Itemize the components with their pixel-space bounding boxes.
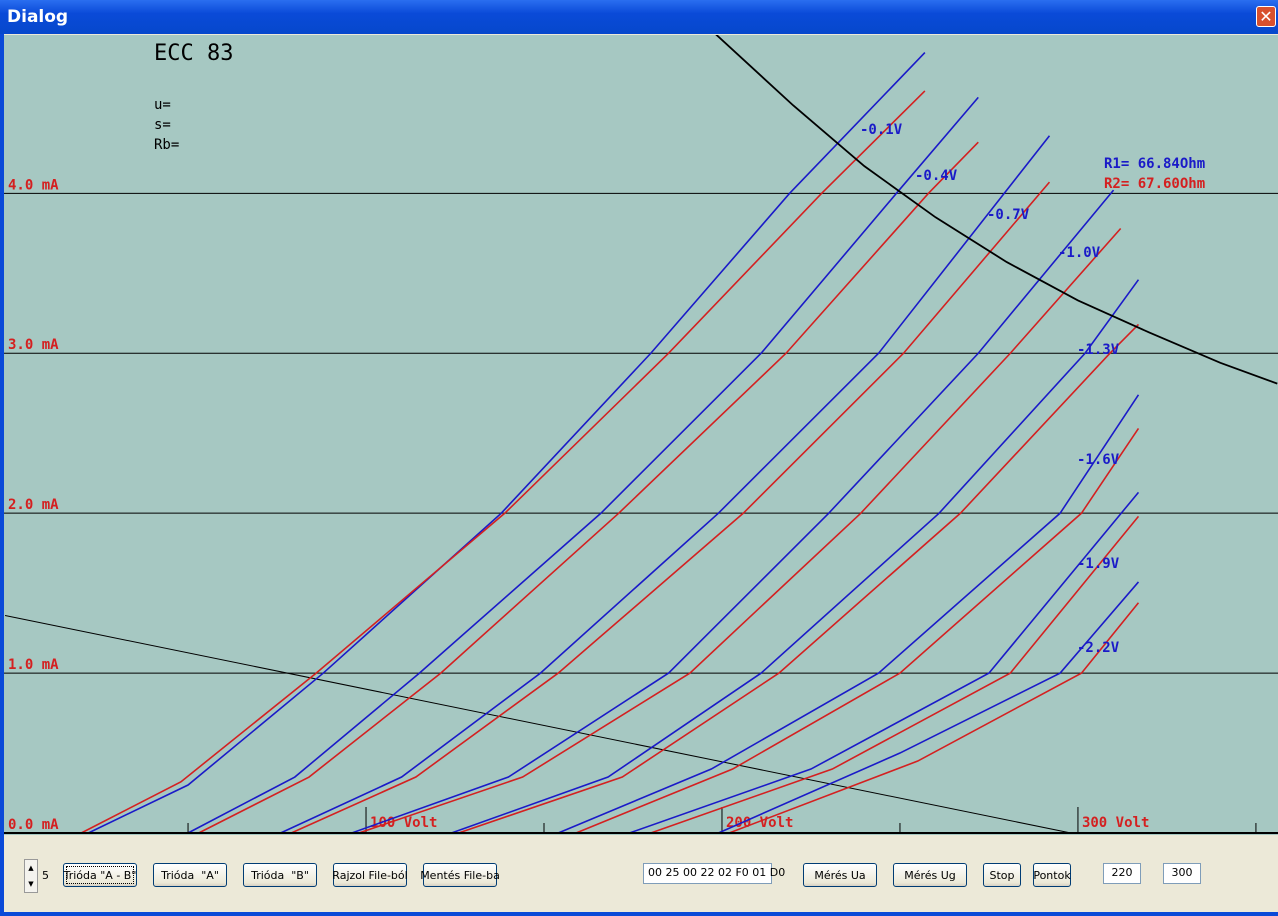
x-tick-label: 100 Volt xyxy=(370,815,437,831)
text-input[interactable]: 220 xyxy=(1103,863,1141,884)
x-tick-label: 300 Volt xyxy=(1082,815,1149,831)
button[interactable]: Mérés Ua xyxy=(803,863,877,887)
button[interactable]: Rajzol File-ból xyxy=(332,863,408,887)
chart: 0.0 mA 1.0 mA 2.0 mA 3.0 mA 4.0 mA 100 Volt 20… xyxy=(4,35,1278,835)
y-tick-label: 4.0 mA xyxy=(8,177,59,193)
curve-label: -0.4V xyxy=(915,168,958,184)
hex-field[interactable]: 00 25 00 22 02 F0 01 D0 xyxy=(643,863,785,884)
power-curve xyxy=(715,35,1278,385)
curve xyxy=(351,189,1115,834)
curve xyxy=(280,135,1051,834)
curve-label: -1.9V xyxy=(1077,556,1120,572)
text-input[interactable]: 300 xyxy=(1163,863,1201,884)
annotation: R2= 67.60Ohm xyxy=(1104,176,1205,192)
curve-label: -0.1V xyxy=(860,122,903,138)
window-title: Dialog xyxy=(7,7,69,27)
load-line xyxy=(4,615,1071,834)
curve xyxy=(629,491,1140,834)
curve-label: -1.3V xyxy=(1077,342,1120,358)
x-tick-label: 200 Volt xyxy=(726,815,793,831)
curve xyxy=(728,602,1140,834)
button[interactable]: Trióda "A" xyxy=(153,863,227,887)
curve xyxy=(198,141,979,834)
button[interactable]: Mérés Ug xyxy=(893,863,967,887)
y-tick-label: 2.0 mA xyxy=(8,497,59,513)
button[interactable]: Trióda "A - B" xyxy=(63,863,137,887)
annotation: R1= 66.84Ohm xyxy=(1104,156,1205,172)
curve xyxy=(557,394,1140,834)
button[interactable]: Trióda "B" xyxy=(243,863,317,887)
y-tick-label: 0.0 mA xyxy=(8,817,59,833)
curve xyxy=(187,96,979,834)
curve xyxy=(718,581,1140,834)
curve xyxy=(458,323,1140,834)
button[interactable]: Stop xyxy=(983,863,1021,887)
param-label: u= xyxy=(154,97,171,113)
curve xyxy=(80,90,926,834)
close-button[interactable]: ✕ xyxy=(1256,6,1276,27)
curve xyxy=(290,181,1051,834)
spinner-value: 5 xyxy=(42,869,49,882)
curve xyxy=(575,427,1140,834)
button[interactable]: Mentés File-ba xyxy=(420,863,500,887)
title-bar: Dialog ✕ xyxy=(0,0,1278,34)
param-label: s= xyxy=(154,117,171,133)
curve xyxy=(650,515,1140,834)
param-label: Rb= xyxy=(154,137,179,153)
y-tick-label: 1.0 mA xyxy=(8,657,59,673)
curve xyxy=(451,279,1140,834)
curve-label: -2.2V xyxy=(1077,640,1120,656)
window-border xyxy=(0,912,1278,916)
curve xyxy=(358,227,1122,834)
spinner[interactable]: ▲ ▼ xyxy=(24,859,38,893)
curve xyxy=(88,52,926,834)
chart-title: ECC 83 xyxy=(154,41,233,66)
window-border xyxy=(0,34,4,916)
y-tick-label: 3.0 mA xyxy=(8,337,59,353)
curve-label: -0.7V xyxy=(987,207,1030,223)
curve-label: -1.0V xyxy=(1058,245,1101,261)
curve-label: -1.6V xyxy=(1077,452,1120,468)
button[interactable]: Pontok xyxy=(1033,863,1071,887)
